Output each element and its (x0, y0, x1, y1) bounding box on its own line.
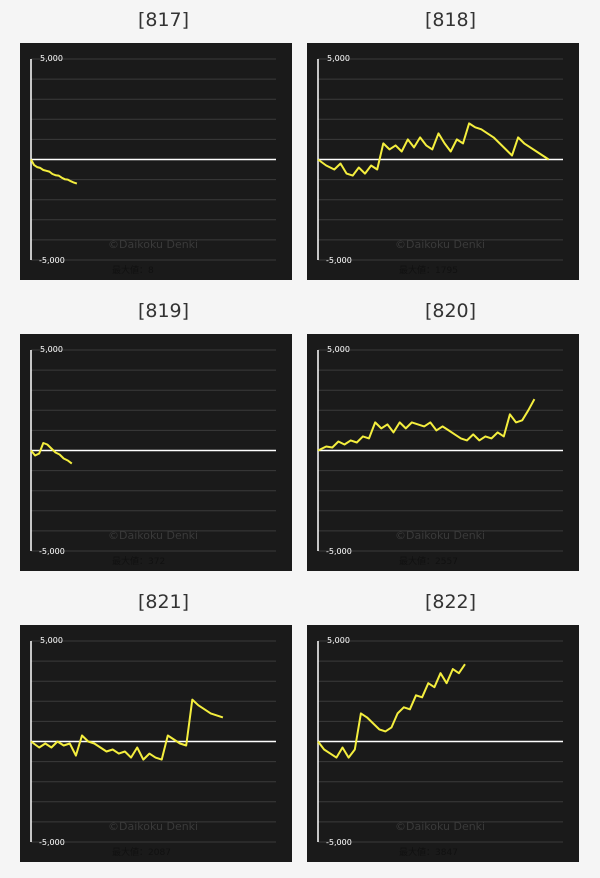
chart-title: [819] (137, 300, 190, 322)
line-chart: 5,000 -5,000 ©Daikoku Denki 最大値：2087 (30, 636, 276, 858)
series-line (30, 159, 78, 185)
chart-title: [818] (424, 9, 477, 31)
watermark: ©Daikoku Denki (395, 238, 485, 251)
y-tick-max: 5,000 (40, 54, 63, 63)
max-value-label: 最大値：2087 (112, 846, 171, 858)
chart-title: [820] (424, 300, 477, 322)
chart-panel[interactable]: 5,000 -5,000 ©Daikoku Denki 最大値：2557 (307, 334, 579, 571)
chart-panel[interactable]: 5,000 -5,000 ©Daikoku Denki 最大値：2087 (20, 625, 292, 862)
series-line (30, 442, 73, 465)
line-chart: 5,000 -5,000 ©Daikoku Denki 最大値：372 (30, 345, 276, 567)
y-tick-min: -5,000 (39, 256, 65, 265)
watermark: ©Daikoku Denki (108, 529, 198, 542)
chart-title: [817] (137, 9, 190, 31)
line-chart: 5,000 -5,000 ©Daikoku Denki 最大値：8 (30, 54, 276, 276)
y-tick-max: 5,000 (40, 345, 63, 354)
max-value-label: 最大値：3847 (399, 846, 458, 858)
watermark: ©Daikoku Denki (108, 238, 198, 251)
y-tick-min: -5,000 (39, 838, 65, 847)
chart-panel[interactable]: 5,000 -5,000 ©Daikoku Denki 最大値：1795 (307, 43, 579, 280)
chart-title: [822] (424, 591, 477, 613)
max-value-label: 最大値：1795 (399, 264, 458, 276)
line-chart: 5,000 -5,000 ©Daikoku Denki 最大値：3847 (317, 636, 563, 858)
y-tick-min: -5,000 (39, 547, 65, 556)
watermark: ©Daikoku Denki (395, 820, 485, 833)
y-tick-max: 5,000 (40, 636, 63, 645)
series-line (317, 398, 536, 452)
y-tick-min: -5,000 (326, 547, 352, 556)
chart-title: [821] (137, 591, 190, 613)
line-chart: 5,000 -5,000 ©Daikoku Denki 最大値：2557 (317, 345, 563, 567)
watermark: ©Daikoku Denki (108, 820, 198, 833)
watermark: ©Daikoku Denki (395, 529, 485, 542)
series-line (317, 663, 466, 759)
y-tick-min: -5,000 (326, 256, 352, 265)
y-tick-max: 5,000 (327, 345, 350, 354)
chart-panel[interactable]: 5,000 -5,000 ©Daikoku Denki 最大値：8 (20, 43, 292, 280)
max-value-label: 最大値：8 (112, 264, 154, 276)
y-tick-max: 5,000 (327, 54, 350, 63)
y-tick-min: -5,000 (326, 838, 352, 847)
line-chart: 5,000 -5,000 ©Daikoku Denki 最大値：1795 (317, 54, 563, 276)
chart-panel[interactable]: 5,000 -5,000 ©Daikoku Denki 最大値：3847 (307, 625, 579, 862)
chart-panel[interactable]: 5,000 -5,000 ©Daikoku Denki 最大値：372 (20, 334, 292, 571)
series-line (317, 122, 550, 177)
series-line (30, 698, 224, 761)
max-value-label: 最大値：372 (112, 555, 165, 567)
max-value-label: 最大値：2557 (399, 555, 458, 567)
y-tick-max: 5,000 (327, 636, 350, 645)
